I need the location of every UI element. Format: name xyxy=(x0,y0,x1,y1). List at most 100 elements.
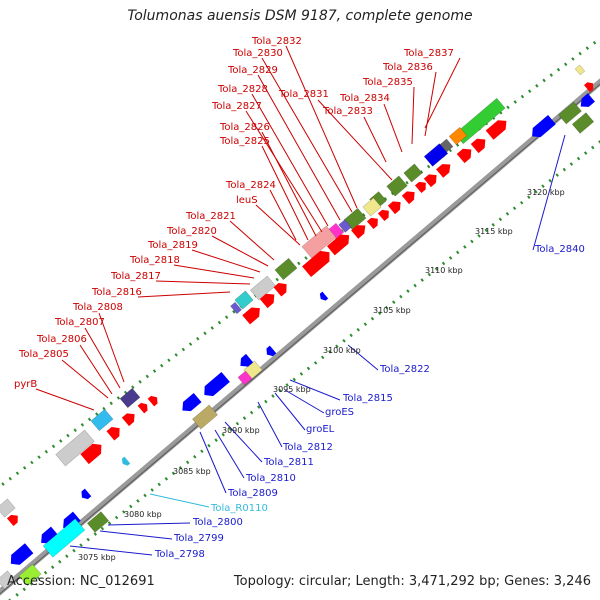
gene-arrow-40[interactable] xyxy=(106,424,124,441)
feature-block-7[interactable] xyxy=(362,197,382,217)
gene-arrow-27[interactable] xyxy=(401,188,418,205)
feature-block-49[interactable] xyxy=(237,370,253,386)
gene-arrow-62[interactable] xyxy=(264,345,277,359)
gene-arrow-38[interactable] xyxy=(137,401,151,414)
gene-label-tola-2820[interactable]: Tola_2820 xyxy=(166,226,217,237)
gene-arrow-35[interactable] xyxy=(259,290,278,309)
gene-arrow-36[interactable] xyxy=(242,304,263,325)
gene-label-tola-2815[interactable]: Tola_2815 xyxy=(342,393,393,404)
gene-arrow-42[interactable] xyxy=(6,512,21,527)
gene-arrow-34[interactable] xyxy=(273,280,291,297)
gene-label-pyrb[interactable]: pyrB xyxy=(14,379,37,390)
feature-block-45[interactable] xyxy=(571,112,595,134)
feature-block-4[interactable] xyxy=(403,163,423,183)
gene-label-tola-2800[interactable]: Tola_2800 xyxy=(192,517,243,528)
genome-summary-text: Topology: circular; Length: 3,471,292 bp… xyxy=(233,574,591,589)
gene-label-tola-2832[interactable]: Tola_2832 xyxy=(251,36,302,47)
gene-label-tola-2818[interactable]: Tola_2818 xyxy=(129,255,180,266)
gene-label-tola-2817[interactable]: Tola_2817 xyxy=(110,271,161,282)
feature-block-15[interactable] xyxy=(230,301,242,315)
gene-label-tola-2819[interactable]: Tola_2819 xyxy=(147,240,198,251)
gene-label-groel[interactable]: groEL xyxy=(306,424,335,435)
feature-block-9[interactable] xyxy=(338,219,352,233)
feature-block-60[interactable] xyxy=(0,570,16,590)
gene-arrow-52[interactable] xyxy=(237,353,254,370)
gene-label-tola-2799[interactable]: Tola_2799 xyxy=(173,533,224,544)
feature-block-1[interactable] xyxy=(448,126,468,146)
gene-arrow-21[interactable] xyxy=(485,116,511,140)
feature-block-16[interactable] xyxy=(119,387,141,409)
gene-label-tola-2836[interactable]: Tola_2836 xyxy=(382,62,433,73)
gene-arrow-37[interactable] xyxy=(147,394,161,407)
gene-label-tola-2809[interactable]: Tola_2809 xyxy=(227,488,278,499)
gene-label-tola-2829[interactable]: Tola_2829 xyxy=(227,65,278,76)
leader-line-9 xyxy=(229,220,275,261)
gene-arrow-46[interactable] xyxy=(528,115,556,141)
leader-line-5 xyxy=(261,131,317,237)
leader-line-35 xyxy=(107,522,191,526)
gene-label-tola-2833[interactable]: Tola_2833 xyxy=(322,106,373,117)
gene-label-tola-2825[interactable]: Tola_2825 xyxy=(219,136,270,147)
gene-arrow-63[interactable] xyxy=(318,291,329,303)
gene-label-tola-2798[interactable]: Tola_2798 xyxy=(154,549,205,560)
gene-label-tola-2826[interactable]: Tola_2826 xyxy=(219,122,270,133)
gene-label-tola-2831[interactable]: Tola_2831 xyxy=(278,89,329,100)
feature-block-3[interactable] xyxy=(423,143,449,167)
gene-label-tola-2828[interactable]: Tola_2828 xyxy=(217,84,268,95)
gene-arrow-33[interactable] xyxy=(302,247,334,278)
gene-label-tola-2830[interactable]: Tola_2830 xyxy=(232,48,283,59)
feature-block-11[interactable] xyxy=(301,225,337,259)
gene-arrow-43[interactable] xyxy=(584,80,596,93)
gene-arrow-39[interactable] xyxy=(121,410,138,427)
gene-label-tola-2808[interactable]: Tola_2808 xyxy=(72,302,123,313)
gene-label-groes[interactable]: groES xyxy=(325,407,354,418)
gene-label-tola-2806[interactable]: Tola_2806 xyxy=(36,334,87,345)
gene-label-tola-2834[interactable]: Tola_2834 xyxy=(339,93,390,104)
feature-block-57[interactable] xyxy=(42,518,86,558)
gene-arrow-47[interactable] xyxy=(577,93,595,110)
gene-label-tola-2816[interactable]: Tola_2816 xyxy=(91,287,142,298)
gene-label-tola-2811[interactable]: Tola_2811 xyxy=(263,457,314,468)
gene-arrow-51[interactable] xyxy=(200,371,230,400)
feature-block-12[interactable] xyxy=(274,257,298,281)
feature-block-59[interactable] xyxy=(18,563,42,587)
feature-block-18[interactable] xyxy=(55,429,95,467)
gene-arrow-30[interactable] xyxy=(366,215,381,230)
feature-block-17[interactable] xyxy=(90,408,114,432)
gene-arrow-26[interactable] xyxy=(414,179,429,194)
feature-block-44[interactable] xyxy=(558,101,582,125)
gene-label-tola-2822[interactable]: Tola_2822 xyxy=(379,364,430,375)
gene-label-tola-2821[interactable]: Tola_2821 xyxy=(185,211,236,222)
gene-label-leus[interactable]: leuS xyxy=(236,195,258,206)
gene-label-tola-2812[interactable]: Tola_2812 xyxy=(282,442,333,453)
gene-arrow-32[interactable] xyxy=(326,231,353,256)
gene-arrow-28[interactable] xyxy=(387,198,404,215)
feature-block-54[interactable] xyxy=(86,511,110,533)
gene-arrow-31[interactable] xyxy=(351,221,369,239)
gene-label-tola-2807[interactable]: Tola_2807 xyxy=(54,317,105,328)
feature-block-50[interactable] xyxy=(192,404,218,430)
gene-label-tola-2805[interactable]: Tola_2805 xyxy=(18,349,69,360)
gene-arrow-64[interactable] xyxy=(120,456,131,468)
gene-arrow-24[interactable] xyxy=(436,160,454,178)
gene-arrow-29[interactable] xyxy=(377,207,392,222)
gene-label-tola-2835[interactable]: Tola_2835 xyxy=(362,77,413,88)
feature-block-14[interactable] xyxy=(234,290,254,310)
gene-label-tola-r0110[interactable]: Tola_R0110 xyxy=(210,503,268,514)
gene-label-tola-2827[interactable]: Tola_2827 xyxy=(211,101,262,112)
gene-arrow-53[interactable] xyxy=(178,392,202,415)
gene-arrow-22[interactable] xyxy=(470,135,489,154)
gene-arrow-23[interactable] xyxy=(456,145,475,164)
gene-label-tola-2810[interactable]: Tola_2810 xyxy=(245,473,296,484)
gene-arrow-61[interactable] xyxy=(79,488,92,502)
feature-block-5[interactable] xyxy=(386,175,408,197)
gene-arrow-25[interactable] xyxy=(423,171,440,188)
gene-label-tola-2824[interactable]: Tola_2824 xyxy=(225,180,276,191)
gene-arrow-58[interactable] xyxy=(7,543,34,568)
gene-label-tola-2840[interactable]: Tola_2840 xyxy=(534,244,585,255)
gene-arrow-41[interactable] xyxy=(80,440,105,465)
gene-label-tola-2837[interactable]: Tola_2837 xyxy=(403,48,454,59)
feature-block-20[interactable] xyxy=(574,64,586,76)
feature-block-13[interactable] xyxy=(250,275,276,301)
feature-block-19[interactable] xyxy=(0,498,16,518)
